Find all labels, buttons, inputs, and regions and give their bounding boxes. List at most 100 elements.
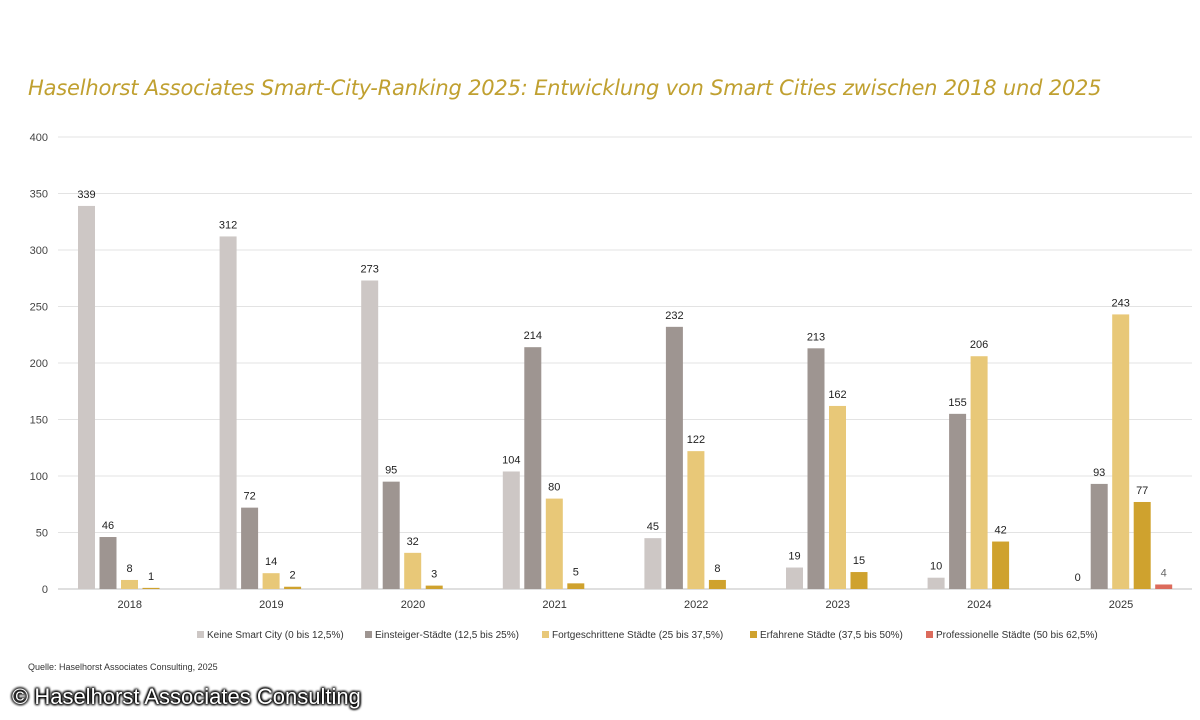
source-note: Quelle: Haselhorst Associates Consulting… xyxy=(28,662,218,672)
legend-label: Professionelle Städte (50 bis 62,5%) xyxy=(936,630,1098,641)
bar xyxy=(850,572,868,589)
x-tick-label: 2020 xyxy=(401,599,425,611)
bar xyxy=(219,236,237,589)
legend-label: Fortgeschrittene Städte (25 bis 37,5%) xyxy=(552,630,723,641)
y-tick-label: 50 xyxy=(36,528,48,540)
legend-swatch xyxy=(926,631,933,638)
legend-swatch xyxy=(197,631,204,638)
bar xyxy=(1155,584,1173,589)
bar xyxy=(545,498,563,589)
data-label: 45 xyxy=(647,521,659,533)
data-label: 273 xyxy=(361,264,379,276)
x-tick-label: 2019 xyxy=(259,599,283,611)
legend-swatch xyxy=(750,631,757,638)
copyright-watermark: © Haselhorst Associates Consulting xyxy=(12,684,361,709)
data-label: 8 xyxy=(126,563,132,575)
data-label: 19 xyxy=(788,551,800,563)
data-label: 95 xyxy=(385,465,397,477)
data-label: 206 xyxy=(970,339,988,351)
legend-label: Keine Smart City (0 bis 12,5%) xyxy=(207,630,344,641)
data-label: 46 xyxy=(102,520,114,532)
bar xyxy=(524,347,542,589)
y-tick-label: 250 xyxy=(30,302,48,314)
bar xyxy=(78,205,95,589)
data-label: 312 xyxy=(219,219,237,231)
bar xyxy=(284,586,302,589)
data-label: 162 xyxy=(828,389,846,401)
legend-swatch xyxy=(542,631,549,638)
data-label: 104 xyxy=(502,454,520,466)
data-label: 77 xyxy=(1136,485,1148,497)
data-label: 213 xyxy=(807,331,825,343)
bar xyxy=(1090,483,1108,589)
bar xyxy=(99,537,117,589)
bars xyxy=(78,205,1173,589)
data-label: 243 xyxy=(1112,297,1130,309)
data-label: 93 xyxy=(1093,467,1105,479)
data-label: 10 xyxy=(930,561,942,573)
y-tick-label: 200 xyxy=(30,358,48,370)
bar xyxy=(404,552,422,589)
data-label: 14 xyxy=(265,556,277,568)
chart-title: Haselhorst Associates Smart-City-Ranking… xyxy=(28,76,1102,100)
y-axis-ticks: 0 50 100 150 200 250 300 350 400 xyxy=(30,132,48,596)
bar xyxy=(949,413,967,589)
legend-label: Erfahrene Städte (37,5 bis 50%) xyxy=(760,630,903,641)
bar xyxy=(1133,501,1151,589)
bar xyxy=(262,573,280,589)
bar xyxy=(708,579,726,589)
bar xyxy=(927,577,945,589)
bar xyxy=(644,538,662,589)
bar xyxy=(970,356,988,589)
y-tick-label: 400 xyxy=(30,132,48,144)
x-tick-label: 2018 xyxy=(118,599,142,611)
bar xyxy=(786,567,803,589)
bar xyxy=(807,348,825,589)
bar xyxy=(992,541,1010,589)
data-label: 339 xyxy=(77,189,95,201)
y-tick-label: 100 xyxy=(30,471,48,483)
y-tick-label: 350 xyxy=(30,189,48,201)
data-label: 72 xyxy=(243,491,255,503)
data-label: 32 xyxy=(407,536,419,548)
bar xyxy=(687,451,705,589)
data-label: 214 xyxy=(524,330,542,342)
x-tick-label: 2024 xyxy=(967,599,991,611)
x-tick-label: 2022 xyxy=(684,599,708,611)
data-label: 5 xyxy=(573,566,579,578)
data-label: 8 xyxy=(714,563,720,575)
bar xyxy=(425,585,443,589)
bar xyxy=(361,280,379,589)
x-axis-ticks: 2018 2019 2020 2021 2022 2023 2024 2025 xyxy=(118,599,1134,611)
data-label: 0 xyxy=(1075,572,1081,584)
bar xyxy=(382,481,400,589)
data-label: 80 xyxy=(548,482,560,494)
data-label: 155 xyxy=(948,397,966,409)
y-tick-label: 150 xyxy=(30,415,48,427)
bar xyxy=(502,471,520,589)
data-label: 1 xyxy=(148,571,154,583)
legend-label: Einsteiger-Städte (12,5 bis 25%) xyxy=(375,630,519,641)
bar xyxy=(665,326,683,589)
data-label: 232 xyxy=(665,310,683,322)
data-label: 122 xyxy=(687,434,705,446)
data-label: 15 xyxy=(853,555,865,567)
legend: Keine Smart City (0 bis 12,5%) Einsteiger… xyxy=(197,630,1098,641)
bar xyxy=(1112,314,1130,589)
data-label: 3 xyxy=(431,569,437,581)
data-label: 2 xyxy=(290,570,296,582)
y-tick-label: 0 xyxy=(42,584,48,596)
data-labels: 3394681312721422739532310421480545232122… xyxy=(77,189,1166,584)
legend-swatch xyxy=(365,631,372,638)
bar xyxy=(121,579,138,589)
bar xyxy=(142,587,160,589)
x-tick-label: 2021 xyxy=(542,599,566,611)
data-label: 4 xyxy=(1161,567,1167,579)
bar xyxy=(567,583,585,589)
data-label: 42 xyxy=(994,525,1006,537)
y-tick-label: 300 xyxy=(30,245,48,257)
bar xyxy=(241,507,259,589)
bar xyxy=(829,405,846,589)
x-tick-label: 2025 xyxy=(1109,599,1133,611)
